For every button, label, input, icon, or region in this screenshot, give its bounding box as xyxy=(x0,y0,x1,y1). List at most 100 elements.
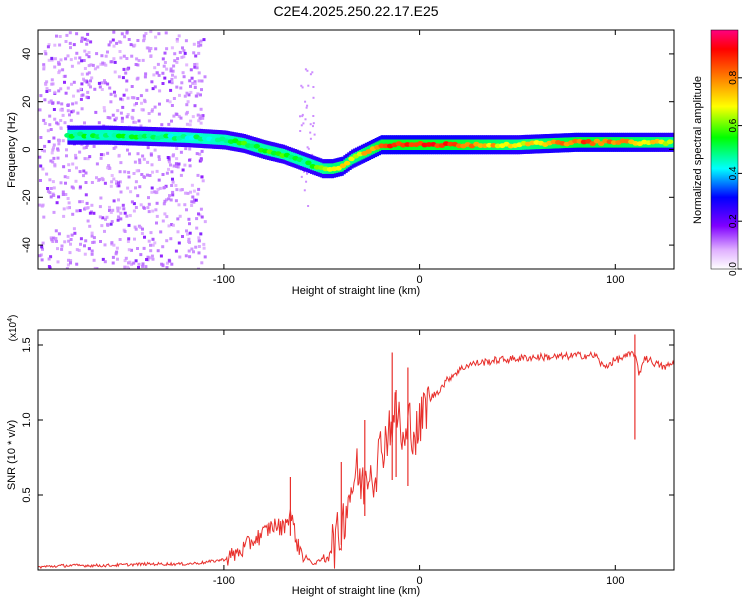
noise-cell xyxy=(47,100,51,104)
noise-cell xyxy=(112,44,116,48)
noise-cell xyxy=(43,50,47,53)
noise-cell xyxy=(102,62,106,66)
noise-cell xyxy=(68,41,72,45)
ridge-core xyxy=(335,165,342,171)
noise-cell xyxy=(75,166,78,170)
noise-cell xyxy=(123,265,127,269)
noise-cell xyxy=(57,232,61,236)
noise-cell xyxy=(72,94,75,98)
noise-cell xyxy=(117,75,121,79)
noise-cell xyxy=(76,111,80,115)
noise-cell xyxy=(191,195,195,199)
noise-cell xyxy=(70,233,74,237)
noise-cell xyxy=(196,113,200,117)
noise-cell xyxy=(107,43,111,47)
noise-cell xyxy=(85,201,89,205)
noise-cell xyxy=(83,79,87,83)
noise-cell xyxy=(90,76,94,80)
ridge-core xyxy=(593,138,601,144)
noise-cell xyxy=(75,209,79,213)
noise-cell xyxy=(300,84,303,87)
noise-cell xyxy=(124,71,128,75)
noise-cell xyxy=(155,221,158,225)
noise-cell xyxy=(142,37,146,41)
noise-cell xyxy=(170,77,174,81)
noise-cell xyxy=(67,169,71,172)
noise-cell xyxy=(174,162,178,166)
noise-cell xyxy=(198,152,202,156)
y-tick-label: 20 xyxy=(21,96,33,108)
noise-cell xyxy=(179,150,183,154)
noise-cell xyxy=(161,82,165,85)
noise-cell xyxy=(85,95,89,99)
noise-cell xyxy=(175,38,179,41)
spectrogram-y-label: Frequency (Hz) xyxy=(6,112,18,188)
noise-cell xyxy=(197,71,201,75)
noise-cell xyxy=(137,266,140,269)
x-tick-label: 0 xyxy=(417,274,423,286)
noise-cell xyxy=(74,101,78,105)
noise-cell xyxy=(134,120,137,124)
noise-cell xyxy=(116,257,119,261)
noise-cell xyxy=(66,234,70,238)
noise-cell xyxy=(149,231,153,235)
noise-cell xyxy=(302,122,305,125)
noise-cell xyxy=(197,251,201,255)
snr-y-label: SNR (10 * v/v) xyxy=(6,420,18,490)
noise-cell xyxy=(188,123,192,127)
noise-cell xyxy=(140,108,144,112)
noise-cell xyxy=(197,245,201,248)
noise-cell xyxy=(59,58,63,62)
noise-cell xyxy=(42,63,46,67)
noise-cell xyxy=(47,43,51,47)
noise-cell xyxy=(49,159,53,163)
noise-cell xyxy=(151,237,155,241)
noise-cell xyxy=(307,205,310,207)
noise-cell xyxy=(195,152,199,156)
noise-cell xyxy=(97,81,101,85)
noise-cell xyxy=(46,45,50,49)
noise-cell xyxy=(106,50,109,54)
noise-cell xyxy=(153,148,157,152)
noise-cell xyxy=(39,164,43,168)
noise-cell xyxy=(93,67,97,71)
noise-cell xyxy=(174,249,178,253)
noise-cell xyxy=(54,237,58,240)
noise-cell xyxy=(69,238,73,241)
noise-cell xyxy=(155,71,159,75)
noise-cell xyxy=(52,146,55,150)
noise-cell xyxy=(66,263,70,267)
noise-cell xyxy=(177,162,181,166)
noise-cell xyxy=(64,91,68,95)
noise-cell xyxy=(118,170,122,174)
noise-cell xyxy=(98,85,102,89)
noise-cell xyxy=(66,197,70,200)
noise-cell xyxy=(151,209,155,213)
noise-cell xyxy=(79,237,83,241)
noise-cell xyxy=(87,83,91,87)
noise-cell xyxy=(72,227,76,231)
noise-cell xyxy=(168,80,172,84)
noise-cell xyxy=(117,181,120,185)
noise-cell xyxy=(45,87,49,91)
noise-cell xyxy=(120,32,124,36)
noise-cell xyxy=(139,203,143,207)
noise-cell xyxy=(125,214,129,218)
noise-cell xyxy=(175,147,179,150)
noise-cell xyxy=(50,58,54,62)
noise-cell xyxy=(82,174,85,178)
noise-cell xyxy=(141,262,145,266)
noise-cell xyxy=(144,32,148,35)
noise-cell xyxy=(163,51,167,55)
noise-cell xyxy=(100,54,104,58)
noise-cell xyxy=(146,255,150,259)
noise-cell xyxy=(154,208,158,212)
noise-cell xyxy=(108,167,112,170)
noise-cell xyxy=(114,145,118,149)
noise-cell xyxy=(137,262,141,266)
noise-cell xyxy=(70,64,74,68)
noise-cell xyxy=(42,65,46,69)
noise-cell xyxy=(176,230,180,234)
noise-cell xyxy=(145,173,149,177)
noise-cell xyxy=(167,167,170,171)
